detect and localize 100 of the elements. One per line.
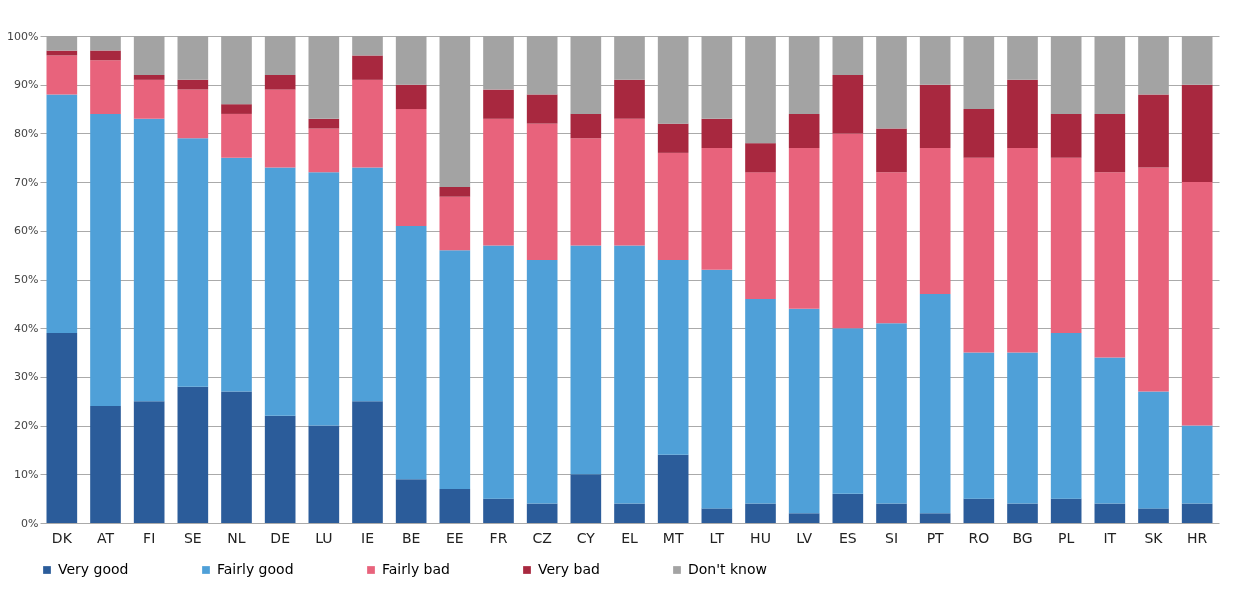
- bar: [395, 479, 427, 523]
- bar: [439, 250, 471, 489]
- bar: [1050, 157, 1082, 334]
- bar: [832, 133, 864, 329]
- x-tick-label: CZ: [532, 529, 552, 546]
- x-tick-label: PL: [1058, 529, 1075, 546]
- bar: [308, 172, 340, 426]
- bar: [439, 196, 471, 251]
- y-tick-label: 0%: [21, 516, 39, 530]
- bar: [1181, 425, 1213, 504]
- bar: [177, 89, 209, 139]
- bar: [614, 79, 645, 119]
- bar: [526, 503, 558, 523]
- x-tick-label: EE: [445, 529, 464, 546]
- bar: [570, 474, 602, 523]
- x-tick-label: NL: [227, 529, 246, 546]
- x-tick-label: AT: [96, 529, 115, 546]
- bar: [832, 74, 864, 134]
- bar: [352, 55, 383, 80]
- bar: [1138, 391, 1169, 509]
- bar: [352, 401, 383, 523]
- y-tick-label: 90%: [14, 78, 39, 92]
- bar: [1094, 172, 1126, 358]
- bar: [133, 401, 165, 523]
- x-tick-label: HU: [750, 529, 771, 546]
- bar: [352, 167, 383, 402]
- x-tick-label: CY: [576, 529, 596, 546]
- bar: [1007, 352, 1038, 504]
- legend-label: Very bad: [538, 561, 600, 577]
- bar: [264, 415, 296, 523]
- x-tick-label: DK: [51, 529, 73, 546]
- bar: [657, 123, 689, 153]
- x-tick-label: BE: [401, 529, 421, 546]
- bar: [701, 269, 733, 509]
- x-tick-label: DE: [270, 529, 290, 546]
- x-tick-label: LT: [709, 529, 725, 546]
- bar: [483, 89, 514, 119]
- x-tick-label: IT: [1103, 529, 1117, 546]
- x-tick-label: PT: [926, 529, 945, 546]
- bar: [963, 498, 995, 523]
- bar: [876, 172, 907, 324]
- y-tick-label: 10%: [14, 467, 39, 481]
- legend-label: Fairly bad: [382, 561, 450, 577]
- bar: [832, 328, 864, 494]
- bar: [483, 498, 514, 523]
- bar: [308, 128, 340, 173]
- bar: [876, 323, 907, 504]
- bar: [1181, 182, 1213, 426]
- bar: [570, 138, 602, 246]
- bar: [395, 109, 427, 226]
- y-tick-label: 60%: [14, 224, 39, 238]
- legend-label: Very good: [58, 561, 129, 577]
- bar: [308, 118, 340, 129]
- bar: [90, 60, 121, 114]
- bar: [526, 123, 558, 261]
- bar: [221, 391, 252, 523]
- bar: [701, 118, 733, 149]
- bar: [1138, 94, 1169, 168]
- bar: [90, 50, 121, 61]
- bar: [1138, 508, 1169, 523]
- bar: [745, 172, 776, 299]
- x-tick-label: FR: [489, 529, 508, 546]
- bar: [788, 513, 820, 523]
- bar: [745, 503, 776, 523]
- bar: [46, 94, 78, 334]
- bar: [264, 74, 296, 90]
- x-tick-label: ES: [838, 529, 857, 546]
- bar: [395, 84, 427, 110]
- x-tick-label: MT: [662, 529, 684, 546]
- bar: [308, 425, 340, 523]
- bar: [483, 118, 514, 246]
- x-tick-label: SK: [1144, 529, 1164, 546]
- bar: [395, 225, 427, 480]
- bar: [745, 143, 776, 173]
- bar: [570, 245, 602, 475]
- bar: [657, 454, 689, 523]
- bar: [788, 308, 820, 514]
- bar: [963, 157, 995, 353]
- bar: [90, 113, 121, 407]
- y-tick-label: 70%: [14, 175, 39, 189]
- bar: [919, 513, 951, 523]
- bar: [919, 294, 951, 514]
- y-tick-label: 20%: [14, 419, 39, 433]
- bar: [1094, 357, 1126, 504]
- bar: [1050, 113, 1082, 158]
- bar: [832, 493, 864, 523]
- bar: [177, 138, 209, 387]
- x-tick-label: SE: [183, 529, 202, 546]
- bar: [1007, 503, 1038, 523]
- bar: [90, 406, 121, 523]
- bar: [439, 186, 471, 197]
- bar: [221, 157, 252, 392]
- y-tick-label: 100%: [7, 29, 39, 43]
- bar: [221, 104, 252, 114]
- bar: [177, 79, 209, 90]
- bar: [177, 386, 209, 523]
- bar: [657, 260, 689, 455]
- bar: [439, 488, 471, 523]
- bar: [788, 148, 820, 309]
- bar: [264, 167, 296, 416]
